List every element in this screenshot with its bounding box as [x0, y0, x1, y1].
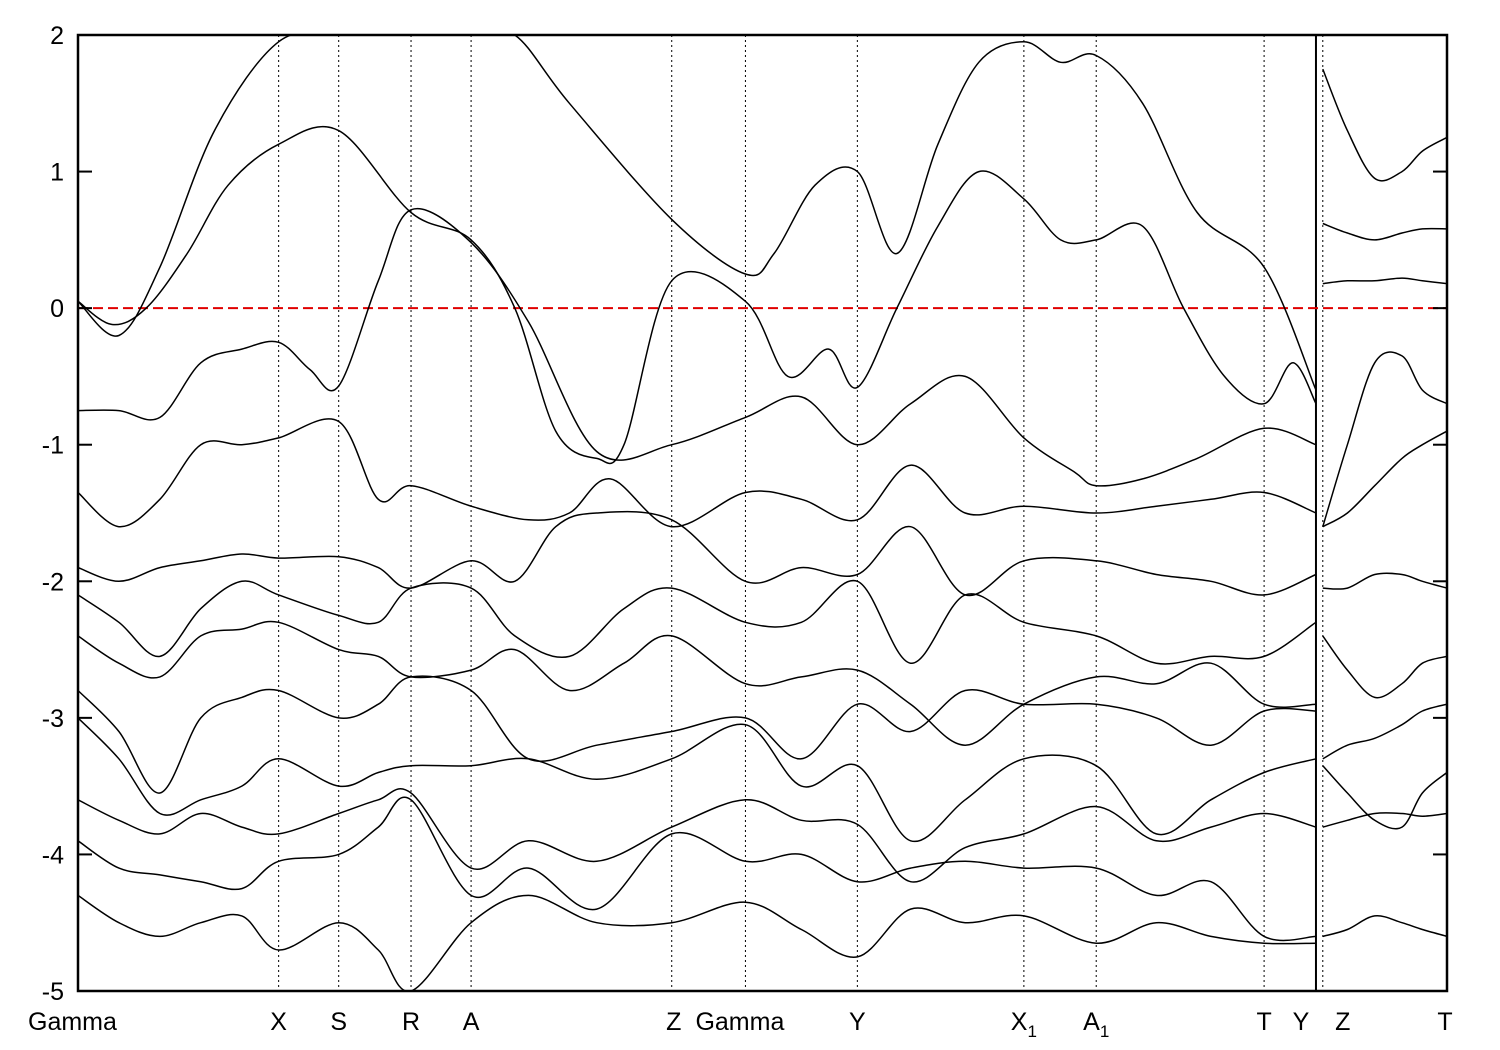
kpoint-label-7: Y: [849, 1008, 866, 1036]
y-tick-label: 1: [50, 159, 64, 187]
kpoint-label-10: T: [1256, 1008, 1271, 1036]
band-curve-23: [1322, 915, 1447, 938]
band-curve-1: [78, 35, 1317, 391]
kpoint-label-3: R: [402, 1008, 420, 1036]
plot-frame: [76, 33, 1449, 993]
kpoint-label-5: Z: [666, 1008, 681, 1036]
kpoint-divider-layer: [278, 35, 1324, 991]
kpoint-label-12: Z: [1335, 1008, 1350, 1036]
y-axis-ticks: [78, 34, 1447, 992]
kpoint-label-11: Y: [1293, 1008, 1310, 1036]
band-curve-7: [78, 620, 1317, 746]
y-tick-label: -1: [42, 432, 64, 460]
band-curve-13: [1322, 68, 1447, 182]
band-curve-10: [78, 788, 1317, 883]
y-tick-label: -2: [42, 568, 64, 596]
y-tick-label: -5: [42, 978, 64, 1006]
band-curve-5: [78, 510, 1317, 597]
y-tick-label: 0: [50, 295, 64, 323]
kpoint-label-0: Gamma: [28, 1008, 117, 1036]
y-tick-label: -3: [42, 705, 64, 733]
band-curve-15: [1322, 277, 1447, 285]
band-curve-8: [78, 675, 1317, 794]
kpoint-label-8: X1: [1011, 1008, 1037, 1041]
band-curve-11: [78, 796, 1317, 942]
y-tick-label: 2: [50, 22, 64, 50]
y-tick-label: -4: [42, 841, 64, 869]
band-curve-18: [1322, 572, 1447, 590]
band-curve-20: [1322, 703, 1447, 760]
band-curve-4: [78, 418, 1317, 528]
y-axis-tick-labels: -5 -4 -3 -2 -1 0 1 2: [42, 22, 64, 1006]
band-curve-2: [78, 125, 1317, 465]
kpoint-label-13: T: [1437, 1008, 1452, 1036]
kpoint-label-6: Gamma: [695, 1008, 784, 1036]
kpoint-label-2: S: [330, 1008, 347, 1036]
kpoint-label-9: A1: [1083, 1008, 1109, 1041]
band-curve-16: [1322, 351, 1447, 527]
band-curve-3: [78, 207, 1317, 487]
kpoint-label-4: A: [463, 1008, 480, 1036]
x-axis-kpoint-labels: Gamma X S R A Z Gamma Y X1 A1 T Y Z T: [28, 1008, 1453, 1041]
kpoint-label-1: X: [270, 1008, 287, 1036]
band-curve-14: [1322, 222, 1447, 241]
band-curve-12: [78, 894, 1317, 991]
band-curve-21: [1322, 765, 1447, 830]
band-curve-19: [1322, 635, 1447, 699]
band-curves-layer: [78, 35, 1447, 991]
band-curve-17: [1322, 430, 1447, 528]
band-curve-9: [78, 717, 1317, 843]
band-curve-6: [78, 579, 1317, 665]
band-curve-22: [1322, 812, 1447, 828]
